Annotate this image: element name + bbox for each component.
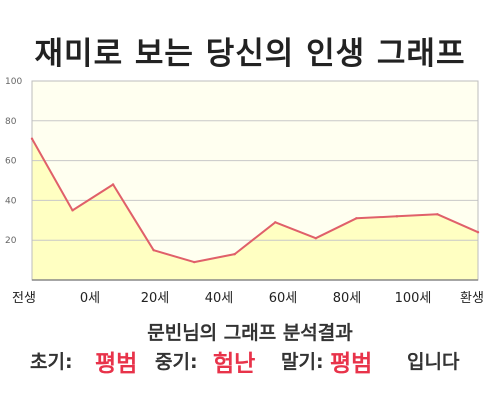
data-point [152,248,155,252]
data-point [314,237,318,240]
y-tick-label: 20 [5,236,17,246]
ending-text: 입니다 [407,351,460,373]
series-line [31,138,479,264]
x-tick-label: 환생 [460,291,484,306]
x-tick-label: 100세 [395,291,432,306]
data-point [111,183,115,186]
middle-value: 험난 [213,351,256,377]
data-point [476,231,480,234]
y-tick-label: 80 [5,117,17,127]
data-point [395,215,399,218]
early-value: 평범 [95,351,138,377]
data-point [274,221,277,224]
analysis-heading: 문빈님의 그래프 분석결과 [147,322,353,344]
early-label: 초기: [30,351,73,373]
middle-label: 중기: [155,351,198,373]
late-value: 평범 [330,351,373,377]
late-label: 말기: [281,351,324,373]
data-point [192,260,196,264]
y-tick-label: 40 [5,196,17,206]
page-title: 재미로 보는 당신의 인생 그래프 [34,36,466,72]
life-graph-chart: 20 40 60 80 100 전생 0세 20세 40세 60세 80세 100세 환생 [5,77,484,306]
x-tick-label: 60세 [269,291,298,306]
x-tick-label: 전생 [12,291,36,306]
x-tick-label: 80세 [333,291,362,306]
data-point [71,209,74,212]
data-point [436,213,439,216]
data-point [355,217,358,220]
y-tick-label: 60 [5,157,17,167]
x-tick-label: 40세 [205,291,234,306]
x-tick-label: 20세 [141,291,170,306]
y-tick-label: 100 [5,77,22,87]
data-point [233,252,236,256]
data-point [30,137,34,140]
area-fill [32,138,478,280]
x-tick-label: 0세 [80,291,100,306]
